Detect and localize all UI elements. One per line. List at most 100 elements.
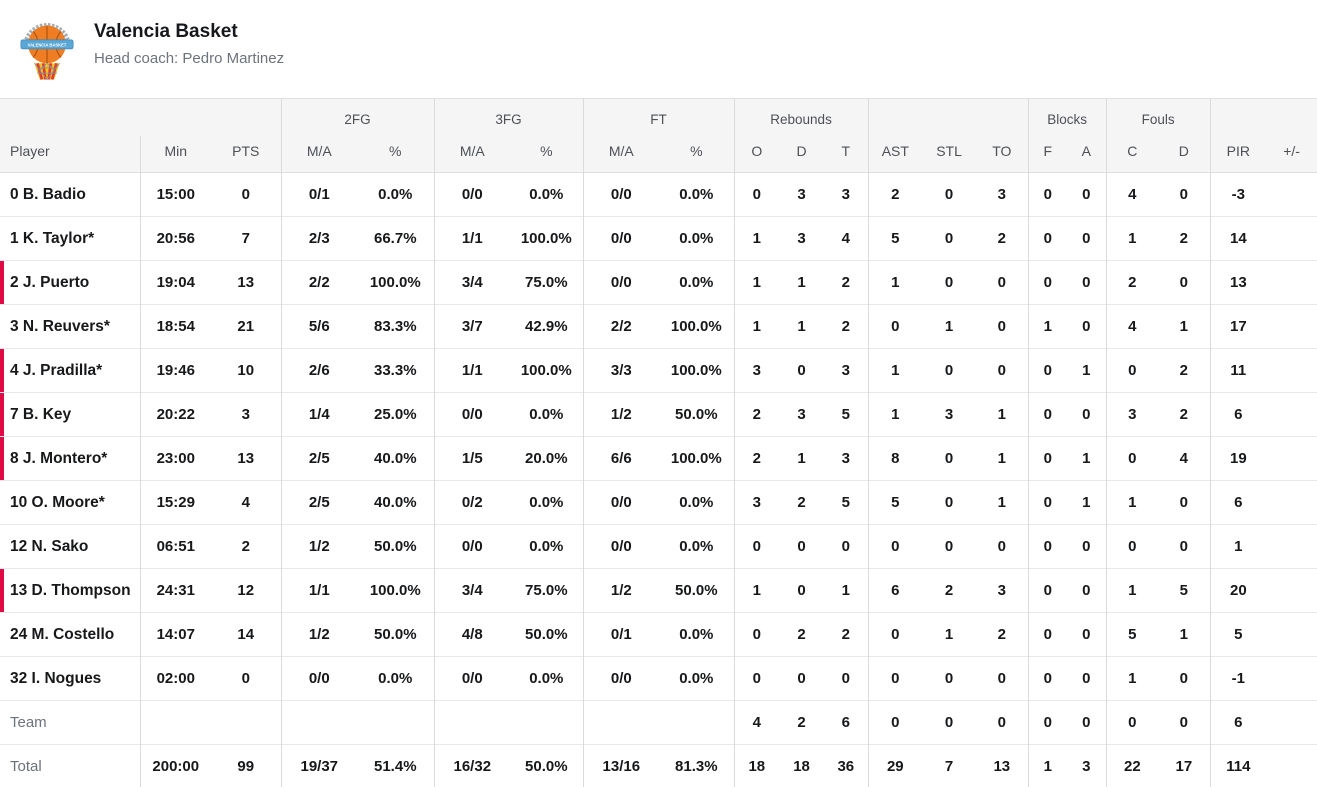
column-header-d: D	[796, 143, 807, 160]
stat-value: 50.0%	[357, 524, 435, 569]
player-row[interactable]: 12 N. Sako 06:51 2 1/2 50.0% 0/0 0.0% 0/0 0.0% 0 0…	[0, 524, 1317, 569]
stat-value	[1266, 480, 1317, 525]
column-header-stl: STL	[936, 143, 962, 160]
column-header-blank: %	[357, 135, 435, 173]
stat-value: 100.0%	[357, 260, 435, 305]
column-header-m-a: M/A	[306, 143, 332, 160]
stat-value: 0/0	[583, 216, 660, 261]
stat-value: 0/1	[281, 172, 358, 217]
stat-value: 50.0%	[659, 392, 735, 437]
stat-value: 14:07	[140, 612, 211, 657]
stat-value: 81.3%	[659, 744, 735, 787]
stat-value: 5	[824, 392, 869, 437]
stat-value: 2	[779, 700, 825, 745]
player-row[interactable]: 0 B. Badio 15:00 0 0/1 0.0% 0/0 0.0% 0/0 0.0% 0 3 3…	[0, 172, 1317, 217]
stat-value: 0	[1028, 348, 1068, 393]
player-name: 0 B. Badio	[0, 172, 141, 217]
stat-value: 2	[976, 216, 1029, 261]
stat-value: 0	[976, 304, 1029, 349]
stat-value: 3	[779, 216, 825, 261]
player-row[interactable]: 10 O. Moore* 15:29 4 2/5 40.0% 0/2 0.0% 0/0 0.0%…	[0, 480, 1317, 525]
stat-value: 5	[1106, 612, 1159, 657]
stat-value: 1	[922, 612, 977, 657]
stat-value: 0	[1028, 436, 1068, 481]
group-header-blocks: Blocks	[1028, 98, 1107, 136]
player-row[interactable]: 3 N. Reuvers* 18:54 21 5/6 83.3% 3/7 42.9% 2/2 1…	[0, 304, 1317, 349]
player-row[interactable]: 32 I. Nogues 02:00 0 0/0 0.0% 0/0 0.0% 0/0 0.0% 0…	[0, 656, 1317, 701]
logo-banner-text: VALENCIA BASKET	[28, 42, 67, 47]
player-name: 3 N. Reuvers*	[0, 304, 141, 349]
player-name: 32 I. Nogues	[0, 656, 141, 701]
player-row[interactable]: 2 J. Puerto 19:04 13 2/2 100.0% 3/4 75.0% 0/0 0.…	[0, 260, 1317, 305]
stat-value: 1	[1158, 612, 1211, 657]
stat-value: 0/0	[583, 480, 660, 525]
stat-value: 0	[1028, 216, 1068, 261]
stat-value: 5	[868, 216, 923, 261]
stat-value	[1266, 656, 1317, 701]
stat-value: 0	[1028, 392, 1068, 437]
stat-value: 22	[1106, 744, 1159, 787]
stat-value: 15:00	[140, 172, 211, 217]
stat-value: 19:46	[140, 348, 211, 393]
stat-value: 0	[1028, 480, 1068, 525]
stat-value: 18:54	[140, 304, 211, 349]
row-label: Team	[0, 700, 141, 745]
stat-value: 3	[779, 172, 825, 217]
player-row[interactable]: 13 D. Thompson 24:31 12 1/1 100.0% 3/4 75.0% 1/…	[0, 568, 1317, 613]
stat-value: 75.0%	[510, 568, 584, 613]
stat-value: 21	[211, 304, 282, 349]
stat-value: 14	[211, 612, 282, 657]
stat-value: 0/1	[583, 612, 660, 657]
stat-value: 1/2	[583, 568, 660, 613]
stat-value	[1266, 436, 1317, 481]
stat-value: 114	[1210, 744, 1267, 787]
player-row[interactable]: 8 J. Montero* 23:00 13 2/5 40.0% 1/5 20.0% 6/6 1…	[0, 436, 1317, 481]
box-score-head: 2FG 3FG FT Rebounds Blocks Fouls Player Min PTS…	[0, 98, 1317, 173]
stat-value: 0	[1067, 392, 1107, 437]
player-row[interactable]: 7 B. Key 20:22 3 1/4 25.0% 0/0 0.0% 1/2 50.0% 2 3 5…	[0, 392, 1317, 437]
stat-value: 50.0%	[510, 612, 584, 657]
stat-value: 1	[779, 304, 825, 349]
stat-value: 0	[779, 348, 825, 393]
stat-value: 5	[824, 480, 869, 525]
stat-value	[1266, 524, 1317, 569]
stat-value: 66.7%	[357, 216, 435, 261]
stat-value: 0	[1067, 524, 1107, 569]
stat-value: 36	[824, 744, 869, 787]
stat-value: 3	[211, 392, 282, 437]
stat-value: 0	[976, 656, 1029, 701]
player-row[interactable]: 4 J. Pradilla* 19:46 10 2/6 33.3% 1/1 100.0% 3/…	[0, 348, 1317, 393]
stat-value: 0/0	[434, 524, 511, 569]
stat-value: 0.0%	[357, 656, 435, 701]
stat-value: 0	[922, 436, 977, 481]
stat-value: 6	[868, 568, 923, 613]
group-header-fouls: Fouls	[1106, 98, 1211, 136]
stat-value	[1266, 216, 1317, 261]
stat-value: 4	[734, 700, 780, 745]
stat-value: 1	[779, 260, 825, 305]
stat-value: 5	[1158, 568, 1211, 613]
stat-value: 13	[211, 436, 282, 481]
player-row[interactable]: 1 K. Taylor* 20:56 7 2/3 66.7% 1/1 100.0% 0/0 0.…	[0, 216, 1317, 261]
stat-value: 12	[211, 568, 282, 613]
stat-value: 13	[1210, 260, 1267, 305]
stat-value: 14	[1210, 216, 1267, 261]
stat-value: 0.0%	[659, 480, 735, 525]
stat-value: 0	[1028, 260, 1068, 305]
stat-value: 0	[824, 656, 869, 701]
stat-value	[1266, 392, 1317, 437]
stat-value: 3/7	[434, 304, 511, 349]
stat-value: -1	[1210, 656, 1267, 701]
stat-value: 4	[1158, 436, 1211, 481]
stat-value	[1266, 348, 1317, 393]
group-header-rebounds: Rebounds	[734, 98, 869, 136]
stat-value: 0	[1028, 700, 1068, 745]
player-row[interactable]: 24 M. Costello 14:07 14 1/2 50.0% 4/8 50.0% 0/1…	[0, 612, 1317, 657]
stat-value: 1	[1210, 524, 1267, 569]
stat-value: 0	[779, 524, 825, 569]
stat-value: 0	[1028, 612, 1068, 657]
stat-value: 2/2	[281, 260, 358, 305]
stat-value: 3	[976, 568, 1029, 613]
stat-value: 3	[824, 348, 869, 393]
column-header-f: F	[1043, 143, 1053, 160]
